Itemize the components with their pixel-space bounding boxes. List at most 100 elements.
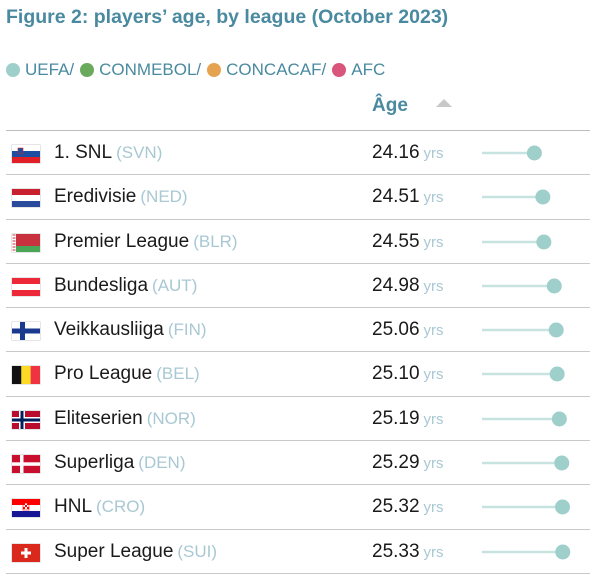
denmark-flag-icon: [12, 455, 40, 474]
figure-title: Figure 2: players’ age, by league (Octob…: [6, 6, 449, 28]
league-name: Superliga (DEN): [54, 452, 186, 474]
country-code: (BEL): [156, 364, 200, 384]
table-row: Premier League (BLR) 24.55 yrs: [6, 220, 590, 264]
lollipop-dot[interactable]: [536, 234, 552, 250]
age-value: 24.98 yrs: [372, 275, 444, 297]
league-name: Eredivisie (NED): [54, 186, 188, 208]
league-label: Pro League: [54, 363, 153, 385]
league-label: Bundesliga: [54, 274, 149, 296]
age-value: 25.19 yrs: [372, 408, 444, 430]
age-unit: yrs: [423, 277, 444, 295]
legend-label-uefa: UEFA/: [25, 60, 75, 79]
age-unit: yrs: [423, 543, 444, 561]
belarus-flag-icon: [12, 233, 40, 252]
age-unit: yrs: [423, 410, 444, 428]
lollipop-dot[interactable]: [548, 322, 564, 338]
belgium-flag-icon: [12, 366, 40, 385]
age-value: 25.10 yrs: [372, 363, 444, 385]
age-unit: yrs: [423, 499, 444, 517]
league-label: Super League: [54, 540, 174, 562]
country-code: (NED): [140, 187, 188, 207]
age-unit: yrs: [423, 455, 444, 473]
league-label: Eliteserien: [54, 407, 143, 429]
age-value: 25.33 yrs: [372, 541, 444, 563]
league-name: Pro League (BEL): [54, 363, 200, 385]
lollipop-dot[interactable]: [555, 544, 571, 560]
legend-item-concacaf[interactable]: CONCACAF/: [207, 60, 326, 80]
league-label: Eredivisie: [54, 186, 137, 208]
switzerland-flag-icon: [12, 543, 40, 562]
lollipop-dot[interactable]: [551, 411, 567, 427]
lollipop-dot[interactable]: [535, 189, 551, 205]
league-name: Super League (SUI): [54, 541, 217, 563]
table-row: Veikkausliiga (FIN) 25.06 yrs: [6, 308, 590, 353]
age-number: 24.55: [372, 230, 420, 252]
table-row: Bundesliga (AUT) 24.98 yrs: [6, 264, 590, 309]
legend-item-uefa[interactable]: UEFA/: [6, 60, 74, 80]
league-label: Superliga: [54, 452, 135, 474]
age-lollipop: [482, 366, 565, 382]
age-unit: yrs: [423, 322, 444, 340]
age-number: 25.32: [372, 496, 420, 518]
age-lollipop: [482, 322, 564, 338]
norway-flag-icon: [12, 410, 40, 429]
league-name: Bundesliga (AUT): [54, 275, 197, 297]
age-number: 25.10: [372, 363, 420, 385]
league-name: Eliteserien (NOR): [54, 408, 196, 430]
sort-ascending-icon[interactable]: [435, 99, 452, 107]
table-row: Superliga (DEN) 25.29 yrs: [6, 441, 590, 486]
lollipop-dot[interactable]: [554, 455, 570, 471]
legend: UEFA/ CONMEBOL/ CONCACAF/ AFC: [6, 60, 391, 80]
lollipop-dot[interactable]: [555, 499, 571, 515]
league-name: Veikkausliiga (FIN): [54, 319, 207, 341]
lollipop-dot[interactable]: [549, 366, 565, 382]
league-name: Premier League (BLR): [54, 231, 238, 253]
league-label: 1. SNL: [54, 142, 113, 163]
lollipop-dot[interactable]: [526, 145, 542, 161]
league-label: HNL: [54, 496, 93, 518]
legend-label-conmebol: CONMEBOL/: [99, 60, 202, 79]
table-row: Super League (SUI) 25.33 yrs: [6, 530, 590, 574]
table-row: Eliteserien (NOR) 25.19 yrs: [6, 397, 590, 442]
table-row: HNL (CRO) 25.32 yrs: [6, 485, 590, 530]
age-value: 25.32 yrs: [372, 496, 444, 518]
uefa-dot-icon: [6, 63, 20, 77]
legend-item-afc[interactable]: AFC: [332, 60, 385, 80]
league-name: 1. SNL (SVN): [54, 142, 162, 164]
age-column-label: Âge: [372, 95, 408, 116]
country-code: (SUI): [177, 541, 218, 561]
age-unit: yrs: [423, 233, 444, 251]
legend-item-conmebol[interactable]: CONMEBOL/: [80, 60, 201, 80]
table-row: Pro League (BEL) 25.10 yrs: [6, 352, 590, 397]
table-row: 1. SNL (SVN) 24.16 yrs: [6, 130, 590, 176]
age-lollipop: [482, 234, 552, 250]
netherlands-flag-icon: [12, 189, 40, 208]
conmebol-dot-icon: [80, 63, 95, 77]
age-number: 25.29: [372, 452, 420, 474]
age-lollipop: [482, 499, 571, 515]
age-number: 25.19: [372, 407, 420, 429]
age-number: 24.16: [372, 142, 420, 163]
age-value: 25.06 yrs: [372, 319, 444, 341]
legend-label-afc: AFC: [351, 60, 386, 79]
country-code: (NOR): [146, 408, 196, 428]
austria-flag-icon: [12, 277, 40, 296]
age-number: 24.98: [372, 274, 420, 296]
croatia-flag-icon: [12, 499, 40, 518]
age-number: 24.51: [372, 186, 420, 208]
league-table: 1. SNL (SVN) 24.16 yrs Eredivisie (NED) 24.51 y…: [6, 130, 590, 574]
afc-dot-icon: [332, 63, 347, 77]
age-value: 24.51 yrs: [372, 186, 444, 208]
age-column-header[interactable]: Âge: [372, 95, 452, 117]
country-code: (DEN): [138, 453, 186, 473]
league-label: Premier League: [54, 230, 190, 252]
age-lollipop: [482, 455, 570, 471]
lollipop-dot[interactable]: [546, 278, 562, 294]
slovenia-flag-icon: [12, 145, 40, 163]
age-number: 25.33: [372, 540, 420, 562]
country-code: (CRO): [96, 497, 146, 517]
age-unit: yrs: [423, 366, 444, 384]
age-lollipop: [482, 145, 542, 161]
finland-flag-icon: [12, 322, 40, 341]
country-code: (AUT): [152, 275, 198, 295]
